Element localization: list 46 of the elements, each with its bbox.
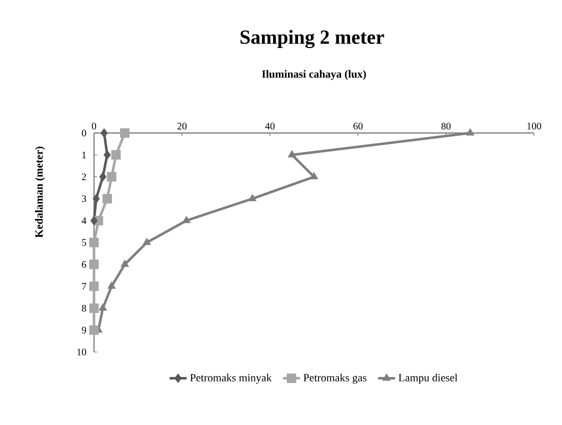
point xyxy=(89,282,99,292)
point xyxy=(100,128,108,138)
point xyxy=(102,194,112,204)
x-tick-label: 20 xyxy=(177,122,187,130)
point xyxy=(288,150,296,158)
point xyxy=(142,238,151,245)
x-tick-label: 40 xyxy=(265,122,275,130)
point xyxy=(106,172,116,182)
x-axis-title: Iluminasi cahaya (lux) xyxy=(262,70,366,80)
y-tick-label: 6 xyxy=(82,261,86,268)
point xyxy=(89,260,99,270)
point xyxy=(92,194,100,204)
x-tick-label: 60 xyxy=(353,122,363,130)
y-tick-label: 4 xyxy=(82,217,86,224)
legend-label: Petromaks gas xyxy=(304,374,366,384)
point xyxy=(99,172,106,182)
y-tick-label: 0 xyxy=(82,130,86,136)
x-tick-label: 0 xyxy=(92,122,96,130)
x-tick-label: 80 xyxy=(441,122,451,130)
point xyxy=(104,150,111,160)
legend-label: Lampu diesel xyxy=(398,374,458,384)
point xyxy=(310,172,318,180)
y-axis-title: Kedalaman (meter) xyxy=(35,146,45,238)
y-tick-label: 5 xyxy=(82,239,86,246)
point xyxy=(120,260,129,267)
point xyxy=(111,150,121,160)
point xyxy=(89,303,99,313)
point xyxy=(120,128,130,138)
y-tick-label: 10 xyxy=(77,348,86,356)
legend-label: Petromaks minyak xyxy=(190,374,272,384)
y-tick-label: 8 xyxy=(82,304,86,312)
y-tick-label: 2 xyxy=(82,174,86,180)
point xyxy=(89,325,99,335)
point xyxy=(98,303,107,311)
y-tick-label: 1 xyxy=(82,152,86,158)
point xyxy=(107,282,116,289)
y-tick-label: 9 xyxy=(82,326,86,334)
point xyxy=(89,238,99,248)
y-tick-label: 3 xyxy=(82,195,86,202)
point xyxy=(248,194,257,202)
point xyxy=(182,216,191,224)
point xyxy=(90,216,98,226)
chart-title: Samping 2 meter xyxy=(240,30,384,48)
y-tick-label: 7 xyxy=(82,283,86,290)
point xyxy=(466,128,474,136)
x-tick-label: 100 xyxy=(527,122,542,130)
